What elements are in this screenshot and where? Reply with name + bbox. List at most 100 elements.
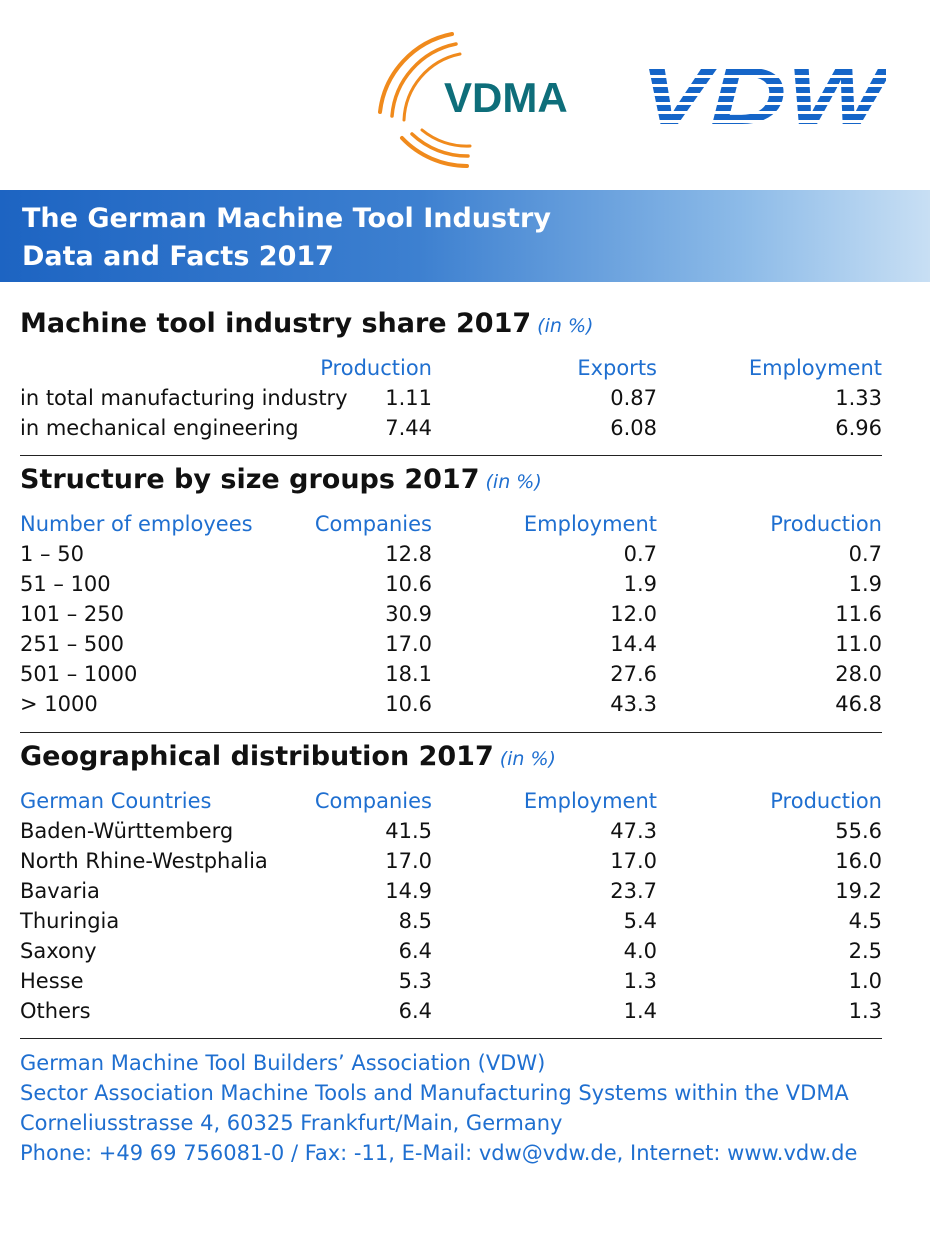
row-value: 6.08 — [610, 416, 657, 440]
banner-subtitle: Data and Facts 2017 — [22, 241, 334, 272]
row-value: 17.0 — [610, 849, 657, 873]
row-value: 0.7 — [623, 542, 657, 566]
row-value: 5.3 — [398, 969, 432, 993]
row-label: Others — [20, 999, 91, 1023]
row-value: 14.9 — [385, 879, 432, 903]
row-value: 1.9 — [623, 572, 657, 596]
table-row: Hesse 5.3 1.3 1.0 — [0, 969, 930, 999]
size-header-production: Production — [770, 512, 882, 536]
vdw-logo: VDW — [640, 60, 886, 130]
row-value: 8.5 — [398, 909, 432, 933]
row-value: 5.4 — [623, 909, 657, 933]
row-label: 251 – 500 — [20, 632, 125, 656]
row-label: 101 – 250 — [20, 602, 125, 626]
row-value: 55.6 — [835, 819, 882, 843]
row-value: 1.3 — [848, 999, 882, 1023]
size-header-employment: Employment — [523, 512, 657, 536]
row-label: Bavaria — [20, 879, 100, 903]
row-value: 43.3 — [610, 692, 657, 716]
row-value: 0.87 — [610, 386, 657, 410]
row-value: 12.8 — [385, 542, 432, 566]
geo-unit: (in %) — [499, 748, 556, 770]
share-section-title: Machine tool industry share 2017 (in %) — [20, 308, 593, 339]
row-label: 501 – 1000 — [20, 662, 138, 686]
table-row: > 1000 10.6 43.3 46.8 — [0, 692, 930, 722]
geo-section-title: Geographical distribution 2017 (in %) — [20, 741, 556, 772]
share-header-employment: Employment — [748, 356, 882, 380]
table-row: North Rhine-Westphalia 17.0 17.0 16.0 — [0, 849, 930, 879]
geo-title: Geographical distribution 2017 — [20, 741, 494, 772]
row-label: Saxony — [20, 939, 97, 963]
row-value: 1.11 — [385, 386, 432, 410]
row-value: 11.0 — [835, 632, 882, 656]
row-value: 1.9 — [848, 572, 882, 596]
footer-contact: Phone: +49 69 756081-0 / Fax: -11, E-Mai… — [20, 1141, 858, 1165]
size-header-row: Number of employees Companies Employment… — [0, 512, 930, 542]
table-row: 501 – 1000 18.1 27.6 28.0 — [0, 662, 930, 692]
row-value: 4.5 — [848, 909, 882, 933]
row-value: 11.6 — [835, 602, 882, 626]
banner-title: The German Machine Tool Industry — [22, 203, 551, 234]
size-header-companies: Companies — [314, 512, 432, 536]
geo-header-companies: Companies — [314, 789, 432, 813]
divider — [20, 1038, 882, 1039]
row-value: 7.44 — [385, 416, 432, 440]
row-value: 47.3 — [610, 819, 657, 843]
table-row: Thuringia 8.5 5.4 4.5 — [0, 909, 930, 939]
size-unit: (in %) — [485, 471, 542, 493]
row-value: 1.3 — [623, 969, 657, 993]
geo-header-production: Production — [770, 789, 882, 813]
row-value: 17.0 — [385, 632, 432, 656]
geo-header-row: German Countries Companies Employment Pr… — [0, 789, 930, 819]
table-row: Others 6.4 1.4 1.3 — [0, 999, 930, 1029]
divider — [20, 455, 882, 456]
table-row: in mechanical engineering 7.44 6.08 6.96 — [0, 416, 930, 446]
row-value: 1.0 — [848, 969, 882, 993]
row-label: in total manufacturing industry — [20, 386, 348, 410]
logo-header: VDMA VDW — [0, 0, 930, 190]
size-section-title: Structure by size groups 2017 (in %) — [20, 464, 542, 495]
vdma-logo: VDMA — [378, 32, 568, 168]
row-value: 6.4 — [398, 999, 432, 1023]
table-row: 51 – 100 10.6 1.9 1.9 — [0, 572, 930, 602]
row-label: in mechanical engineering — [20, 416, 299, 440]
footer-sector: Sector Association Machine Tools and Man… — [20, 1081, 849, 1105]
footer-address: Corneliusstrasse 4, 60325 Frankfurt/Main… — [20, 1111, 563, 1135]
share-unit: (in %) — [537, 315, 594, 337]
row-value: 1.33 — [835, 386, 882, 410]
size-title: Structure by size groups 2017 — [20, 464, 480, 495]
divider — [20, 732, 882, 733]
row-value: 28.0 — [835, 662, 882, 686]
geo-header-employment: Employment — [523, 789, 657, 813]
row-value: 17.0 — [385, 849, 432, 873]
row-value: 41.5 — [385, 819, 432, 843]
row-value: 14.4 — [610, 632, 657, 656]
row-value: 10.6 — [385, 692, 432, 716]
row-value: 46.8 — [835, 692, 882, 716]
row-value: 23.7 — [610, 879, 657, 903]
row-value: 1.4 — [623, 999, 657, 1023]
table-row: Bavaria 14.9 23.7 19.2 — [0, 879, 930, 909]
row-label: Baden-Württemberg — [20, 819, 234, 843]
row-label: North Rhine-Westphalia — [20, 849, 268, 873]
row-value: 18.1 — [385, 662, 432, 686]
row-value: 2.5 — [848, 939, 882, 963]
row-value: 6.96 — [835, 416, 882, 440]
vdma-wordmark: VDMA — [444, 74, 568, 121]
title-banner — [0, 190, 930, 282]
footer-association: German Machine Tool Builders’ Associatio… — [20, 1051, 546, 1075]
row-label: Hesse — [20, 969, 84, 993]
row-label: > 1000 — [20, 692, 98, 716]
row-value: 16.0 — [835, 849, 882, 873]
table-row: Baden-Württemberg 41.5 47.3 55.6 — [0, 819, 930, 849]
share-header-row: Production Exports Employment — [0, 356, 930, 386]
row-value: 4.0 — [623, 939, 657, 963]
row-label: 51 – 100 — [20, 572, 111, 596]
row-label: 1 – 50 — [20, 542, 84, 566]
table-row: 101 – 250 30.9 12.0 11.6 — [0, 602, 930, 632]
table-row: 251 – 500 17.0 14.4 11.0 — [0, 632, 930, 662]
row-value: 30.9 — [385, 602, 432, 626]
table-row: Saxony 6.4 4.0 2.5 — [0, 939, 930, 969]
row-label: Thuringia — [20, 909, 120, 933]
vdw-wordmark: VDW — [640, 60, 886, 130]
